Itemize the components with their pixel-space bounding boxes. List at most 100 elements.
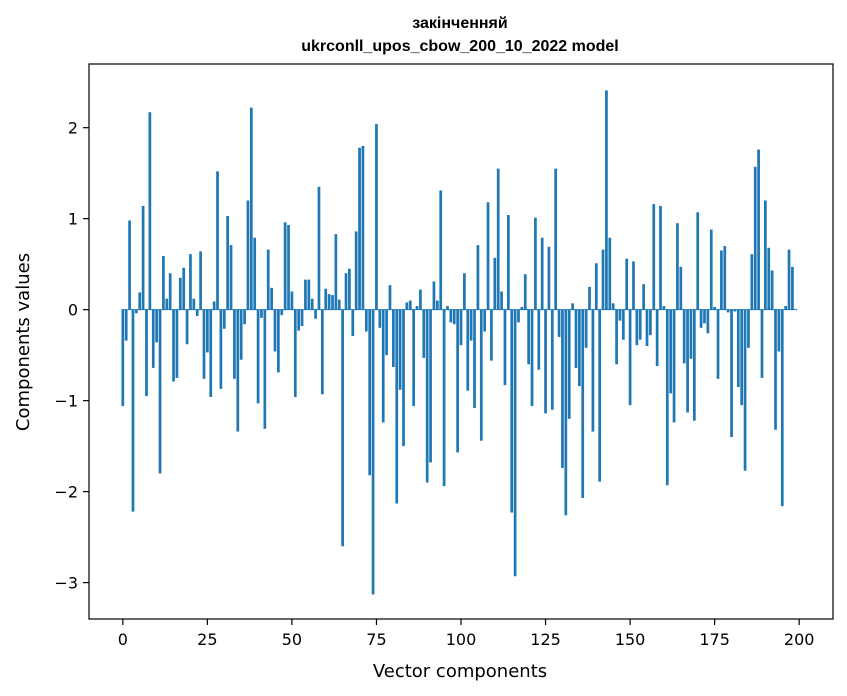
bar-component-128 [554,168,558,310]
bar-component-99 [456,309,459,453]
bar-component-16 [175,309,179,378]
bar-component-49 [287,225,290,310]
bar-component-115 [510,309,514,513]
bar-component-82 [398,309,402,390]
bar-component-196 [784,306,788,310]
bar-component-70 [358,147,361,310]
bar-component-133 [571,303,574,310]
bar-component-0 [121,309,125,407]
bar-component-197 [787,249,791,310]
bar-component-38 [249,107,253,310]
bar-component-37 [246,200,250,310]
bar-component-138 [588,286,591,310]
bar-component-137 [584,309,588,348]
bar-component-119 [523,274,527,310]
bar-component-158 [655,309,659,367]
bar-component-106 [479,309,483,441]
bar-component-67 [348,268,351,310]
bar-component-69 [354,231,358,310]
bar-component-164 [676,223,679,310]
bar-component-139 [591,309,595,432]
bar-component-190 [764,200,767,310]
bar-component-149 [625,258,629,310]
bar-component-145 [611,303,615,310]
bar-component-179 [726,309,730,313]
bar-component-29 [219,309,223,389]
bar-component-107 [483,309,487,332]
bar-component-45 [273,309,277,352]
bar-component-163 [672,309,676,423]
bar-component-112 [500,291,503,310]
x-tick-label: 200 [784,630,815,649]
bar-component-7 [145,309,148,397]
bar-component-150 [628,309,632,406]
bar-component-58 [317,186,321,310]
y-tick-label: 1 [68,210,78,229]
bar-component-104 [473,309,476,408]
bar-component-93 [435,300,439,310]
bar-component-22 [195,309,199,317]
bar-component-111 [496,168,500,310]
bar-component-182 [736,309,740,387]
y-tick-label: 0 [68,301,78,320]
y-axis-label: Components values [13,253,34,431]
bar-component-86 [412,309,416,407]
bar-component-41 [260,309,263,318]
bar-component-40 [256,309,260,404]
bar-component-47 [280,309,284,316]
bar-component-43 [266,249,270,310]
bar-component-147 [618,309,622,321]
bar-component-170 [696,212,700,310]
bar-component-136 [581,309,585,498]
bar-component-42 [263,309,267,429]
bar-component-3 [131,309,135,512]
bar-component-30 [222,309,226,329]
y-tick-label: 2 [68,119,78,138]
bar-component-36 [243,309,246,325]
bar-component-32 [229,245,233,310]
chart-subtitle: ukrconll_upos_cbow_200_10_2022 model [301,38,618,55]
bar-component-77 [381,309,385,423]
bar-component-17 [178,277,182,310]
bar-component-151 [632,261,635,310]
bar-component-57 [314,309,317,319]
x-tick-label: 175 [699,630,730,649]
bar-component-21 [192,298,196,310]
bar-component-129 [557,309,561,337]
bar-component-118 [520,306,524,310]
bar-component-97 [449,309,453,323]
bar-component-105 [476,245,480,310]
bar-component-73 [368,309,372,476]
bar-component-98 [452,309,456,325]
bar-component-15 [172,309,175,382]
bar-component-176 [716,309,720,379]
bar-component-144 [608,237,612,310]
bar-component-25 [206,309,209,353]
bar-component-192 [770,270,774,310]
bar-component-177 [720,250,723,310]
bar-component-94 [439,190,443,310]
bar-component-52 [297,309,301,331]
bar-component-84 [405,302,409,310]
bar-component-35 [239,309,243,360]
bar-component-165 [679,266,683,310]
bar-component-1 [124,309,128,341]
bar-component-8 [148,112,152,310]
bar-component-5 [138,292,142,310]
bar-component-61 [327,294,331,310]
bar-component-181 [733,309,737,312]
x-tick-label: 125 [530,630,561,649]
bar-component-131 [564,309,568,516]
bar-component-92 [432,281,436,310]
bar-component-169 [692,309,696,421]
bar-component-152 [635,309,639,346]
x-tick-label: 0 [118,630,128,649]
bar-component-153 [638,309,642,340]
bar-component-113 [503,309,507,386]
bar-component-120 [527,309,530,365]
x-tick-label: 25 [197,630,217,649]
bar-component-33 [233,309,236,379]
bar-component-31 [226,215,230,310]
bar-component-23 [199,251,202,310]
bar-component-108 [486,202,490,310]
